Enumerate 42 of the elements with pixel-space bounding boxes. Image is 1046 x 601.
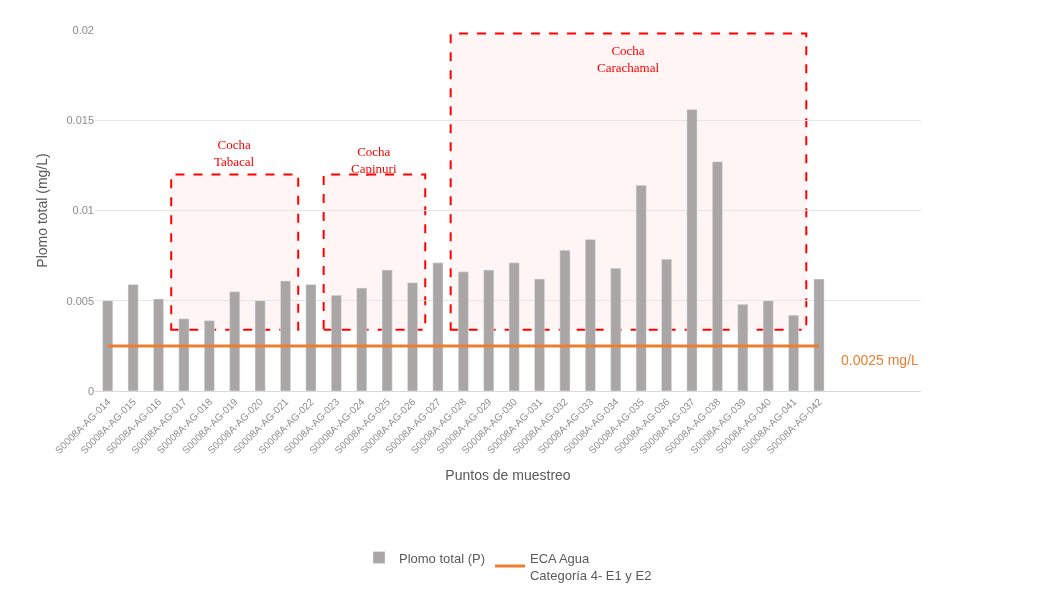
bar xyxy=(407,282,418,391)
bar xyxy=(127,284,139,391)
y-axis-title: Plomo total (mg/L) xyxy=(34,153,51,268)
bar xyxy=(686,109,698,391)
bar xyxy=(381,269,393,391)
bar xyxy=(788,314,799,391)
bar xyxy=(712,161,723,391)
bar xyxy=(534,278,545,391)
legend-label: Plomo total (P) xyxy=(399,550,485,566)
y-tick-label: 0.02 xyxy=(72,23,94,36)
bar xyxy=(102,300,114,391)
bar xyxy=(661,258,672,391)
bar xyxy=(585,239,596,391)
bar xyxy=(153,298,164,391)
bar xyxy=(305,284,317,391)
bar xyxy=(737,304,749,391)
y-tick-label: 0 xyxy=(87,384,94,397)
bar xyxy=(559,249,571,391)
y-tick-label: 0.015 xyxy=(66,114,94,127)
bar xyxy=(458,271,469,391)
band-label: Cocha Tabacal xyxy=(214,137,255,169)
x-axis-title: Puntos de muestreo xyxy=(445,467,571,484)
band-label: Cocha Carachamal xyxy=(597,43,660,75)
bar xyxy=(178,318,190,391)
bar xyxy=(635,184,647,391)
bar xyxy=(483,269,495,391)
y-tick-label: 0.01 xyxy=(72,204,94,217)
bar xyxy=(610,268,622,391)
band-label: Cocha Capinuri xyxy=(351,144,397,176)
bar xyxy=(762,300,774,391)
bar xyxy=(203,320,215,391)
bar xyxy=(280,280,291,391)
legend-label: ECA Agua Categoría 4- E1 y E2 xyxy=(529,550,652,583)
bar xyxy=(229,291,241,391)
bar xyxy=(432,262,444,391)
bar xyxy=(813,278,825,391)
bar xyxy=(508,262,520,391)
annotation: 0.0025 mg/L xyxy=(841,352,920,368)
y-tick-label: 0.005 xyxy=(66,294,94,307)
bar xyxy=(331,295,342,391)
bar xyxy=(254,300,266,391)
bar xyxy=(356,287,368,391)
